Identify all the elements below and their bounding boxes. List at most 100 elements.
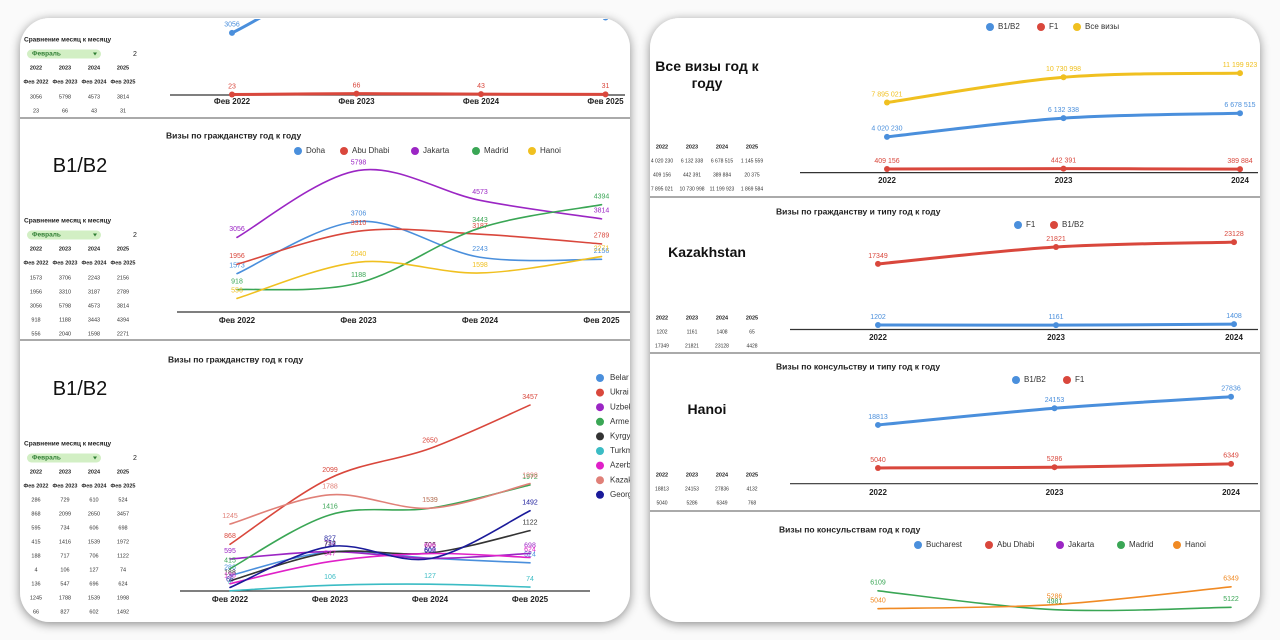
legend-label: Hanoi [1185,540,1206,549]
section-heading: Hanoi [687,401,727,417]
data-label: 868 [224,533,236,540]
data-label: 442 391 [1051,158,1076,165]
point [875,260,881,267]
chart-panel: Визы по гражданству год к году Фев 2022 Фе… [168,354,633,604]
data-label: 1202 [870,314,886,321]
dropdown-arrow [93,52,97,56]
data-label: 5286 [1047,593,1063,600]
data-label: 23 [228,83,236,90]
table-header: 2022 [656,144,668,150]
card [20,18,630,622]
table-cell: 1161 [687,329,698,335]
table-header: 2024 [88,65,101,71]
table-cell: 2789 [117,289,129,295]
table-header: 2025 [746,472,758,478]
table-cell: 3814 [117,303,129,309]
chart-title: Визы по гражданству и типу год к году [776,206,941,216]
table-cell: 3310 [59,289,71,295]
table-header: 2022 [30,65,42,71]
x-tick-label: Фев 2022 [214,97,251,106]
table-subheader: Фев 2024 [82,260,108,266]
filter-count: 2 [133,232,137,239]
table-cell: 27836 [715,486,729,492]
filter-dropdown[interactable]: Февраль [27,453,101,463]
point [1060,115,1067,122]
legend-marker [1117,541,1125,549]
table-cell: 5040 [656,500,667,506]
filter-label: Февраль [32,51,61,58]
data-label: 2156 [594,248,610,255]
data-label: 11 199 923 [1223,62,1258,69]
data-label: 6349 [1223,576,1239,583]
table-cell: 1998 [117,595,129,601]
data-label: 74 [526,576,534,583]
legend-label: F1 [1075,375,1085,384]
table-cell: 21821 [685,343,699,349]
point [1060,74,1067,81]
data-label: 5040 [870,598,886,605]
data-label: 1408 [1226,313,1242,320]
data-label: 524 [524,552,536,559]
table-subheader: Фев 2024 [82,483,108,489]
data-label: 717 [324,541,336,548]
data-label: 1188 [351,272,366,279]
legend-label: Все визы [1085,22,1119,31]
table-header: 2023 [686,315,698,321]
legend-marker [596,461,604,470]
legend-marker [1012,376,1020,384]
table-cell: 3056 [30,94,42,100]
legend-marker [596,403,604,412]
legend-label: Hanoi [540,146,561,155]
data-label: 696 [424,542,436,549]
table-cell: 2650 [88,511,100,517]
legend-marker [294,147,302,155]
table-cell: 1598 [88,331,100,337]
legend-marker [1037,23,1045,31]
chart-title: Визы по консульству и типу год к году [776,361,940,371]
table-cell: 6 678 515 [711,158,733,164]
table-cell: 409 156 [653,172,671,178]
filter-dropdown[interactable]: Февраль [27,49,101,59]
filter-dropdown[interactable]: Февраль [27,230,101,240]
data-label: 1598 [472,262,488,269]
table-cell: 4 020 230 [651,158,673,164]
filter-count: 2 [133,51,137,58]
dropdown-arrow [93,233,97,237]
data-label: 127 [424,573,436,580]
data-label: 17349 [868,253,888,260]
table-cell: 698 [118,525,127,531]
point [1237,70,1243,77]
legend-marker [1063,376,1071,384]
x-tick-label: Фев 2023 [340,316,377,325]
table-cell: 3814 [117,94,129,100]
data-label: 5040 [870,457,886,464]
table-cell: 3443 [88,317,100,323]
table-cell: 606 [89,525,98,531]
table-cell: 18813 [655,486,669,492]
data-label: 1573 [229,262,245,269]
table-cell: 17349 [655,343,669,349]
summary-table: 2022 2023 2024 2025 4 020 230 6 132 338 6 678 … [651,144,763,192]
table-cell: 136 [31,581,40,587]
legend-label: Turkm [610,446,633,455]
data-label: 1539 [422,497,438,504]
table-cell: 20 375 [744,172,760,178]
data-label: 3443 [472,217,488,224]
legend-label: Georg [610,490,632,499]
table-cell: 24153 [685,486,699,492]
series-line [229,509,531,589]
x-tick-label: 2024 [1222,488,1240,497]
table-cell: 602 [89,609,98,615]
point [1237,110,1243,117]
legend-marker [596,490,604,499]
data-label: 918 [231,278,243,285]
x-tick-label: 2024 [1225,333,1243,342]
table-cell: 547 [60,581,69,587]
table-cell: 23 [33,108,39,114]
table-cell: 2099 [59,511,71,517]
table-cell: 6349 [716,500,727,506]
table-cell: 868 [31,511,40,517]
table-header: 2022 [30,469,42,475]
series-line [236,255,603,300]
data-label: 136 [224,573,236,580]
